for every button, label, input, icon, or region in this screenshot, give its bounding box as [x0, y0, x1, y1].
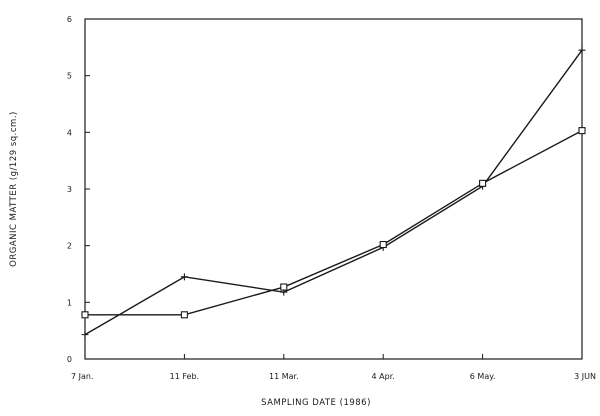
y-axis-title: ORGANIC MATTER (g/129 sq.cm.) — [9, 111, 19, 267]
y-tick-label: 6 — [67, 15, 72, 24]
x-tick-label: 11 Feb. — [170, 372, 199, 381]
y-tick-label: 5 — [67, 72, 72, 81]
series-layer — [81, 46, 586, 339]
series-line — [85, 130, 583, 316]
series-line — [84, 49, 583, 336]
y-tick-label: 4 — [67, 128, 72, 137]
x-tick-label: 11 Mar. — [269, 372, 299, 381]
data-point — [81, 311, 89, 319]
x-axis-title: SAMPLING DATE (1986) — [261, 398, 371, 408]
data-point — [280, 283, 288, 291]
y-tick-label: 0 — [67, 355, 72, 364]
data-point — [379, 240, 387, 249]
plot-frame — [84, 18, 583, 360]
x-tick-label: 7 Jan. — [71, 372, 94, 381]
data-point — [180, 311, 188, 319]
series-1 — [81, 46, 586, 339]
y-tick-label: 2 — [67, 242, 72, 251]
data-point — [180, 273, 188, 281]
data-point — [578, 46, 586, 54]
data-point — [81, 331, 89, 339]
y-tick-label: 1 — [67, 298, 72, 307]
x-tick-label: 3 JUN — [574, 372, 596, 381]
series-2 — [81, 127, 586, 319]
data-point — [578, 127, 586, 135]
data-point — [479, 179, 487, 187]
y-tick-label: 3 — [67, 185, 72, 194]
x-axis: 7 Jan. 11 Feb. 11 Mar. 4 Apr. 6 May. 3 JUN — [71, 354, 596, 381]
x-tick-label: 6 May. — [470, 372, 496, 381]
y-axis: 0 1 2 3 4 5 6 — [67, 15, 90, 364]
x-tick-label: 4 Apr. — [372, 372, 395, 381]
